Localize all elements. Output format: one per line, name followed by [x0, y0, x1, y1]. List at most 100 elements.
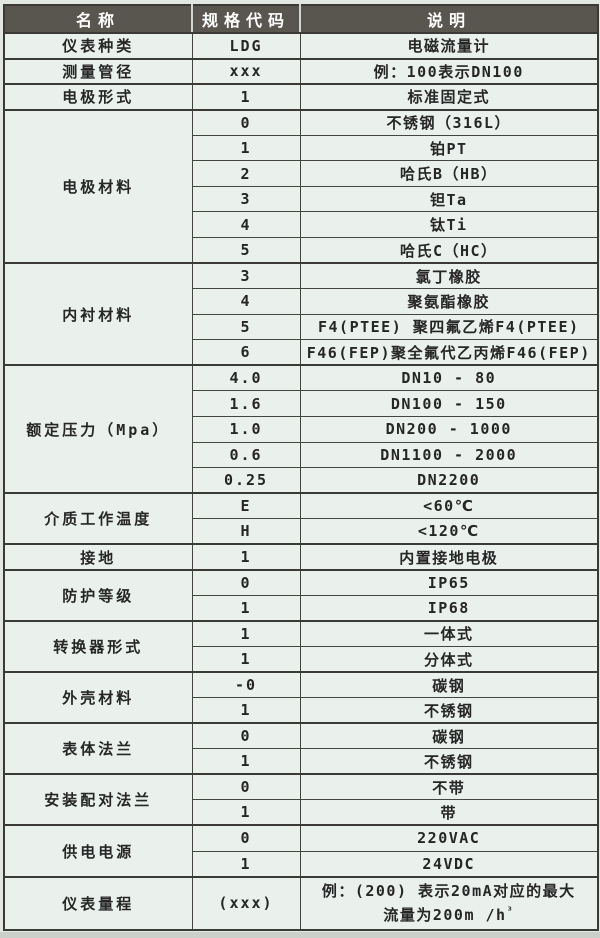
- desc-cell: DN10 - 80: [299, 364, 599, 392]
- table-row: 测量管径 xxx 例：100表示DN100: [3, 57, 599, 85]
- table-row: 安装配对法兰 0 不带: [3, 773, 599, 826]
- desc-cell: 碳钢: [299, 671, 599, 699]
- table-row: 表体法兰 0 碳钢: [3, 722, 599, 775]
- table-row: 1 24VDC: [4, 850, 599, 878]
- desc-cell: 24VDC: [299, 850, 599, 878]
- code-cell: 1: [191, 543, 301, 571]
- desc-cell: F4(PTEE) 聚四氟乙烯F4(PTEE): [299, 313, 599, 341]
- table-row: 内衬材料 3 氯丁橡胶: [3, 262, 599, 366]
- desc-cell: 钽Ta: [299, 185, 599, 213]
- desc-cell: 碳钢: [299, 722, 599, 750]
- code-cell: 1: [191, 619, 301, 647]
- table-row: 介质工作温度 E <60℃: [3, 492, 599, 545]
- desc-cell: 不锈钢（316L）: [299, 108, 599, 136]
- desc-cell: 不锈钢: [299, 748, 599, 775]
- code-cell: 0: [191, 568, 301, 596]
- table-row: 外壳材料 -0 碳钢: [3, 671, 599, 724]
- group-name-cell: 测量管径: [3, 57, 193, 85]
- desc-cell: 分体式: [299, 646, 599, 673]
- table-row: 接地 1 内置接地电极: [3, 543, 599, 571]
- desc-cell: 不带: [299, 773, 599, 801]
- table-row: 5 F4(PTEE) 聚四氟乙烯F4(PTEE): [4, 313, 599, 341]
- table-row: 供电电源 0 220VAC: [3, 824, 599, 878]
- code-cell: 3: [191, 185, 301, 213]
- table-row: 电极材料 0 不锈钢（316L）: [3, 108, 599, 264]
- group-name-cell: 仪表量程: [3, 875, 193, 931]
- desc-cell: 例：100表示DN100: [299, 57, 599, 85]
- range-desc-line1: 例：(200) 表示20mA对应的最大: [321, 882, 576, 901]
- code-cell: 0.25: [191, 467, 301, 494]
- code-cell: 0: [191, 722, 301, 750]
- group-name-cell: 内衬材料: [3, 262, 193, 366]
- code-cell: 4.0: [191, 364, 301, 392]
- code-cell: 6: [191, 339, 301, 366]
- table-row: 6 F46(FEP)聚全氟代乙丙烯F46(FEP): [4, 339, 599, 366]
- table-row: 额定压力（Mpa） 4.0 DN10 - 80: [3, 364, 599, 494]
- header-name: 名称: [4, 5, 192, 34]
- code-cell: H: [191, 518, 301, 545]
- code-cell: -0: [191, 671, 301, 699]
- desc-cell: 氯丁橡胶: [299, 262, 599, 290]
- table-row: 防护等级 0 IP65: [3, 568, 599, 622]
- header-code: 规格代码: [191, 5, 300, 34]
- header-desc: 说明: [299, 5, 598, 34]
- table-row: 1 铂PT: [4, 134, 599, 162]
- code-cell: 1: [191, 697, 301, 724]
- group-name-cell: 介质工作温度: [3, 492, 193, 545]
- table-row: 4 钛Ti: [4, 211, 599, 238]
- desc-cell: <60℃: [299, 492, 599, 520]
- table-row: 1 带: [4, 799, 599, 826]
- group-name-cell: 转换器形式: [3, 619, 193, 673]
- desc-cell: 一体式: [299, 619, 599, 647]
- code-cell: E: [191, 492, 301, 520]
- code-cell: 4: [191, 288, 301, 315]
- range-desc-line2: 流量为200m /h³: [383, 906, 515, 925]
- table-row: 电极形式 1 标准固定式: [3, 83, 599, 111]
- desc-cell: 电磁流量计: [299, 32, 599, 60]
- desc-cell: DN100 - 150: [299, 390, 599, 417]
- group-name-cell: 外壳材料: [3, 671, 193, 724]
- code-cell: (xxx): [191, 875, 301, 931]
- desc-cell: <120℃: [299, 518, 599, 545]
- code-cell: 1.0: [191, 415, 301, 443]
- code-cell: 0: [191, 824, 301, 852]
- desc-cell: 哈氏C（HC）: [299, 237, 599, 264]
- group-name-cell: 额定压力（Mpa）: [3, 364, 193, 494]
- group-name-cell: 供电电源: [3, 824, 193, 878]
- code-cell: 1: [191, 83, 301, 111]
- group-name-cell: 防护等级: [3, 568, 193, 622]
- table-row: 1 不锈钢: [4, 697, 599, 724]
- desc-cell: 带: [299, 799, 599, 826]
- code-cell: 0: [191, 108, 301, 136]
- code-cell: 1: [191, 748, 301, 775]
- code-cell: 2: [191, 160, 301, 187]
- desc-cell: IP65: [299, 568, 599, 596]
- code-cell: 0.6: [191, 441, 301, 469]
- desc-cell: 铂PT: [299, 134, 599, 162]
- table-row: 仪表种类 LDG 电磁流量计: [3, 32, 599, 60]
- group-name-cell: 电极材料: [3, 108, 193, 264]
- table-row: 2 哈氏B（HB）: [4, 160, 599, 187]
- cubic-superscript: ³: [506, 906, 515, 918]
- desc-cell: DN200 - 1000: [299, 415, 599, 443]
- code-cell: 1: [191, 799, 301, 826]
- table-row: 1 不锈钢: [4, 748, 599, 775]
- code-cell: 4: [191, 211, 301, 238]
- code-cell: 5: [191, 313, 301, 341]
- table-row: 0.25 DN2200: [4, 467, 599, 494]
- code-cell: 1: [191, 134, 301, 162]
- table-header-row: 名称 规格代码 说明: [4, 5, 598, 34]
- table-row: 转换器形式 1 一体式: [3, 619, 599, 673]
- code-cell: 1: [191, 646, 301, 673]
- table-row: 1 分体式: [4, 646, 599, 673]
- group-name-cell: 接地: [3, 543, 193, 571]
- code-cell: 1: [191, 850, 301, 878]
- code-cell: LDG: [191, 32, 301, 60]
- code-cell: 1: [191, 594, 301, 622]
- table-row: 1 IP68: [4, 594, 599, 622]
- code-cell: xxx: [191, 57, 301, 85]
- desc-cell: DN2200: [299, 467, 599, 494]
- desc-cell: 哈氏B（HB）: [299, 160, 599, 187]
- code-cell: 3: [191, 262, 301, 290]
